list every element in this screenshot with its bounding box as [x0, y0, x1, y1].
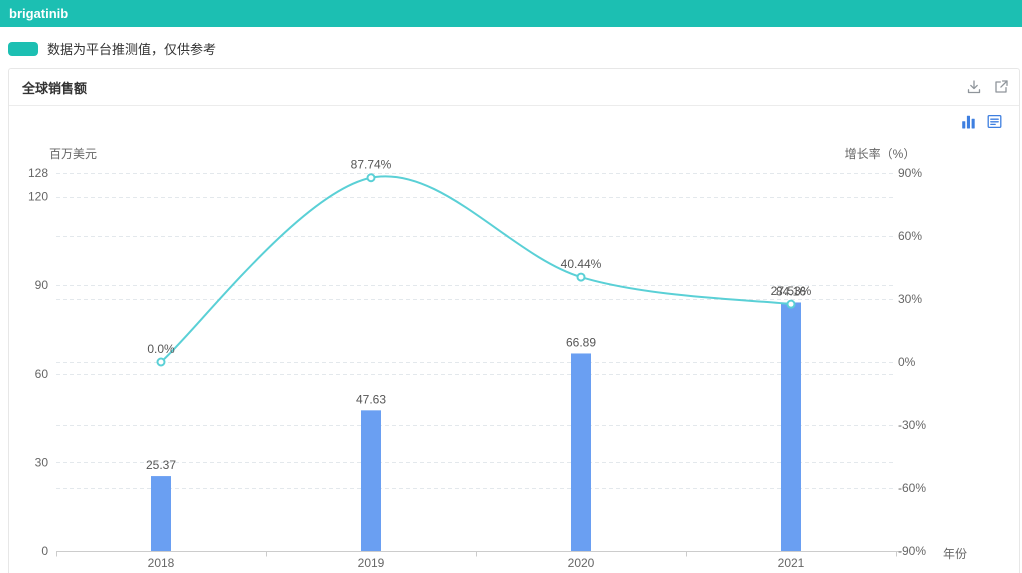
- disclaimer-text: 数据为平台推测值，仅供参考: [47, 42, 217, 57]
- line-value-label: 40.44%: [561, 257, 602, 271]
- panel-header-actions: [966, 79, 1009, 95]
- x-axis-tick-label: 2019: [358, 556, 385, 570]
- app-header: brigatinib: [0, 0, 1022, 27]
- chart-toolbox: [960, 113, 1003, 130]
- right-axis-tick-label: 90%: [898, 166, 922, 180]
- x-axis-tick-label: 2018: [148, 556, 175, 570]
- legend-swatch: [8, 41, 38, 56]
- bar-2021[interactable]: [781, 302, 801, 551]
- line-value-label: 87.74%: [351, 158, 392, 172]
- right-axis-tick-label: -30%: [898, 418, 926, 432]
- right-axis-tick-label: 0%: [898, 355, 916, 369]
- bar-2019[interactable]: [361, 410, 381, 551]
- line-point-2020[interactable]: [576, 272, 586, 282]
- bar-value-label: 25.37: [146, 458, 176, 472]
- sales-chart: 0 30 60 90 120 128 90% 60% 30% 0% -30% -60% -90% 2018…: [28, 146, 967, 570]
- x-axis-tick-label: 2021: [778, 556, 805, 570]
- line-value-label: 27.53%: [771, 284, 812, 298]
- data-view-icon[interactable]: [986, 113, 1003, 130]
- line-point-2018[interactable]: [156, 357, 166, 367]
- bar-value-label: 47.63: [356, 392, 386, 406]
- panel-title: 全球销售额: [22, 80, 88, 96]
- data-disclaimer: 数据为平台推测值，仅供参考: [8, 39, 216, 58]
- bar-value-label: 84.16: [776, 284, 806, 298]
- left-axis-tick-label: 120: [28, 190, 48, 204]
- left-axis-tick-label: 60: [35, 367, 49, 381]
- download-icon[interactable]: [966, 79, 982, 95]
- right-axis-tick-label: -60%: [898, 481, 926, 495]
- page-title: brigatinib: [9, 6, 69, 21]
- right-axis-name: 增长率（%）: [845, 146, 916, 161]
- external-link-icon[interactable]: [993, 79, 1009, 95]
- left-axis-tick-label: 30: [35, 455, 49, 469]
- x-axis-name: 年份: [943, 547, 967, 561]
- sales-panel: 全球销售额 0 30 60 90 120 128 90% 60% 30% 0% -30%: [8, 68, 1020, 573]
- left-axis-tick-label: 90: [35, 278, 49, 292]
- bar-chart-icon[interactable]: [960, 113, 977, 130]
- line-value-label: 0.0%: [147, 342, 175, 356]
- line-point-2021[interactable]: [786, 299, 796, 309]
- right-axis-tick-label: 60%: [898, 229, 922, 243]
- bar-2020[interactable]: [571, 353, 591, 551]
- left-axis-name: 百万美元: [49, 147, 97, 161]
- right-axis-tick-label: 30%: [898, 292, 922, 306]
- left-axis-tick-label: 128: [28, 166, 48, 180]
- right-axis-tick-label: -90%: [898, 544, 926, 558]
- growth-line: [160, 175, 792, 363]
- left-axis-tick-label: 0: [41, 544, 48, 558]
- x-axis-tick-label: 2020: [568, 556, 595, 570]
- bar-2018[interactable]: [151, 476, 171, 551]
- panel-header: 全球销售额: [9, 69, 1019, 106]
- bar-value-label: 66.89: [566, 335, 596, 349]
- line-point-2019[interactable]: [366, 173, 376, 183]
